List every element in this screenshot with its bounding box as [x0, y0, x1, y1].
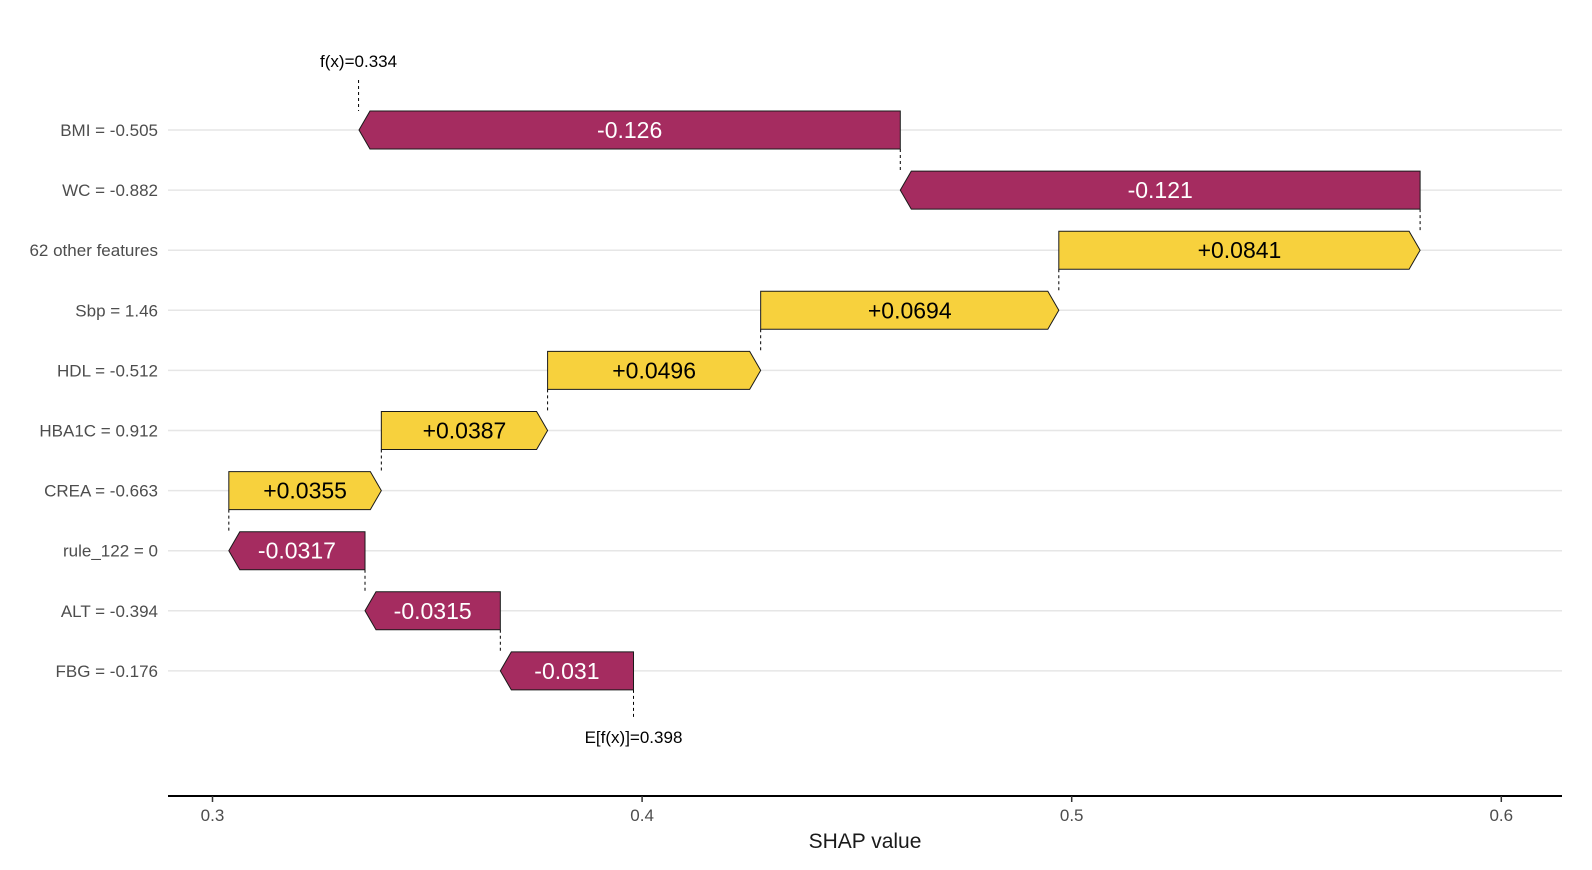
x-axis-title: SHAP value [809, 830, 922, 853]
feature-label: rule_122 = 0 [63, 542, 158, 561]
feature-label: Sbp = 1.46 [75, 301, 158, 320]
x-tick-label: 0.3 [201, 806, 225, 825]
bar-value-label: +0.0841 [1198, 237, 1282, 263]
final-value-annotation: f(x)=0.334 [320, 52, 397, 71]
connectors [228, 80, 1421, 720]
shap-bar [760, 290, 1060, 330]
feature-label: ALT = -0.394 [61, 602, 158, 621]
shap-bar [1058, 230, 1421, 270]
bar-value-label: +0.0387 [423, 418, 507, 444]
feature-label: BMI = -0.505 [60, 121, 158, 140]
shap-bar [364, 591, 501, 631]
x-tick-label: 0.4 [630, 806, 654, 825]
shap-bar [547, 350, 762, 390]
feature-label: FBG = -0.176 [55, 662, 158, 681]
base-value-annotation: E[f(x)]=0.398 [585, 728, 683, 747]
feature-label: CREA = -0.663 [44, 482, 158, 501]
shap-bar [499, 651, 635, 691]
bar-value-label: -0.121 [1128, 177, 1193, 203]
gridlines [168, 129, 1562, 672]
shap-bar [899, 170, 1421, 210]
bar-value-label: -0.0317 [258, 538, 336, 564]
bar-value-label: +0.0694 [868, 297, 952, 323]
x-axis: 0.3 0.4 0.5 0.6 [168, 795, 1562, 825]
bar-value-label: -0.031 [534, 658, 599, 684]
bars: -0.126 -0.121 +0.0841 +0.0694 +0.0496 +0.0387… [228, 110, 1421, 691]
bar-value-label: +0.0355 [263, 478, 347, 504]
x-tick-label: 0.5 [1060, 806, 1084, 825]
feature-label: 62 other features [29, 241, 158, 260]
bar-value-label: -0.0315 [394, 598, 472, 624]
shap-bar [358, 110, 901, 150]
feature-label: WC = -0.882 [62, 181, 158, 200]
shap-bar [228, 471, 382, 511]
bar-value-label: -0.126 [597, 117, 662, 143]
shap-bar [380, 411, 549, 450]
bar-value-label: +0.0496 [612, 357, 696, 383]
x-axis-ticks: 0.3 0.4 0.5 0.6 [201, 796, 1513, 825]
shap-bar [228, 531, 366, 571]
feature-label: HBA1C = 0.912 [39, 422, 158, 441]
row-labels: BMI = -0.505 WC = -0.882 62 other features… [29, 121, 158, 681]
feature-label: HDL = -0.512 [57, 361, 158, 380]
x-tick-label: 0.6 [1489, 806, 1513, 825]
